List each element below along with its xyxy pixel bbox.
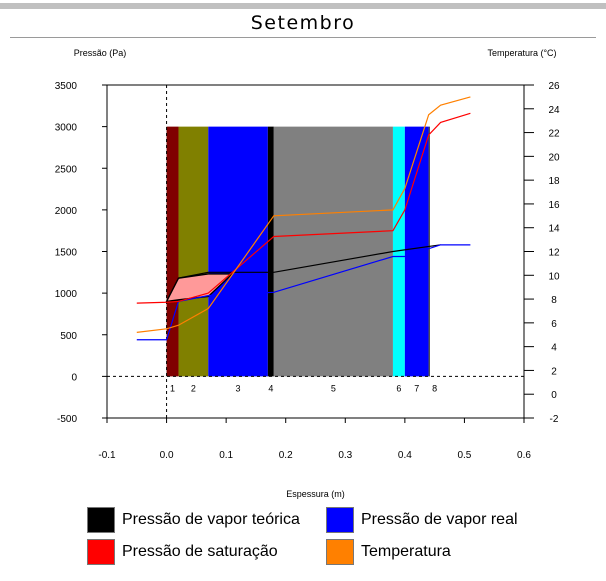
series-line-3	[136, 112, 471, 304]
layer-number-7: 7	[414, 383, 419, 393]
y-right-tick-label: 16	[548, 200, 560, 211]
series-line-4	[136, 96, 471, 333]
legend-label-saturacao: Pressão de saturação	[122, 543, 278, 560]
chart-title: Setembro	[250, 12, 356, 34]
layer-3	[208, 126, 268, 377]
layer-7	[404, 126, 429, 377]
x-tick-label: -0.1	[98, 450, 116, 461]
y-left-tick-label: 3500	[55, 81, 78, 92]
y-left-tick-label: 0	[71, 372, 77, 383]
y-right-tick-label: 4	[551, 343, 557, 354]
x-tick-label: 0.6	[517, 450, 531, 461]
layer-number-8: 8	[432, 383, 437, 393]
y-right-tick-label: 20	[548, 152, 560, 163]
y-left-tick-label: 500	[60, 331, 77, 342]
y-right-tick-label: 12	[548, 248, 560, 259]
layer-number-3: 3	[236, 383, 241, 393]
y-right-tick-label: 24	[548, 105, 560, 116]
y-left-tick-label: -500	[57, 414, 77, 425]
y-right-tick-label: 6	[551, 319, 557, 330]
title-divider	[10, 37, 596, 38]
layer-number-4: 4	[268, 383, 273, 393]
y-right-axis-label: Temperatura (°C)	[487, 48, 556, 58]
legend-swatch-real	[326, 507, 354, 533]
layer-number-5: 5	[331, 383, 336, 393]
x-axis-label: Espessura (m)	[286, 489, 345, 499]
y-right-tick-label: 10	[548, 271, 560, 282]
x-tick-label: 0.0	[160, 450, 174, 461]
y-left-tick-label: 1000	[55, 289, 78, 300]
y-right-tick-label: 14	[548, 224, 560, 235]
layer-number-6: 6	[396, 383, 401, 393]
layer-number-2: 2	[191, 383, 196, 393]
series-line-1	[178, 244, 441, 279]
y-right-tick-label: 22	[548, 129, 560, 140]
layer-number-1: 1	[170, 383, 175, 393]
y-left-tick-label: 2000	[55, 206, 78, 217]
top-bar	[0, 3, 606, 9]
series-line-2	[136, 244, 471, 341]
layer-4	[267, 126, 274, 377]
y-left-tick-label: 2500	[55, 164, 78, 175]
x-tick-label: 0.3	[338, 450, 352, 461]
x-tick-label: 0.2	[279, 450, 293, 461]
y-right-tick-label: -2	[550, 414, 559, 425]
y-right-tick-label: 8	[551, 295, 557, 306]
layer-5	[273, 126, 393, 377]
legend-label-teorica: Pressão de vapor teórica	[122, 511, 300, 528]
layer-6	[392, 126, 405, 377]
x-tick-label: 0.1	[219, 450, 233, 461]
x-tick-label: 0.5	[457, 450, 471, 461]
y-left-tick-label: 3000	[55, 123, 78, 134]
legend-swatch-saturacao	[87, 539, 115, 565]
y-right-tick-label: 18	[548, 176, 560, 187]
layer-1	[166, 126, 179, 377]
legend-label-real: Pressão de vapor real	[361, 511, 518, 528]
x-tick-label: 0.4	[398, 450, 412, 461]
layer-2	[178, 126, 209, 377]
legend-swatch-temperatura	[326, 539, 354, 565]
y-left-axis-label: Pressão (Pa)	[74, 48, 127, 58]
y-left-tick-label: 1500	[55, 248, 78, 259]
layer-8	[428, 126, 441, 377]
legend-label-temperatura: Temperatura	[361, 543, 451, 560]
y-right-tick-label: 0	[551, 390, 557, 401]
y-right-tick-label: 26	[548, 81, 560, 92]
legend-swatch-teorica	[87, 507, 115, 533]
y-right-tick-label: 2	[551, 366, 557, 377]
